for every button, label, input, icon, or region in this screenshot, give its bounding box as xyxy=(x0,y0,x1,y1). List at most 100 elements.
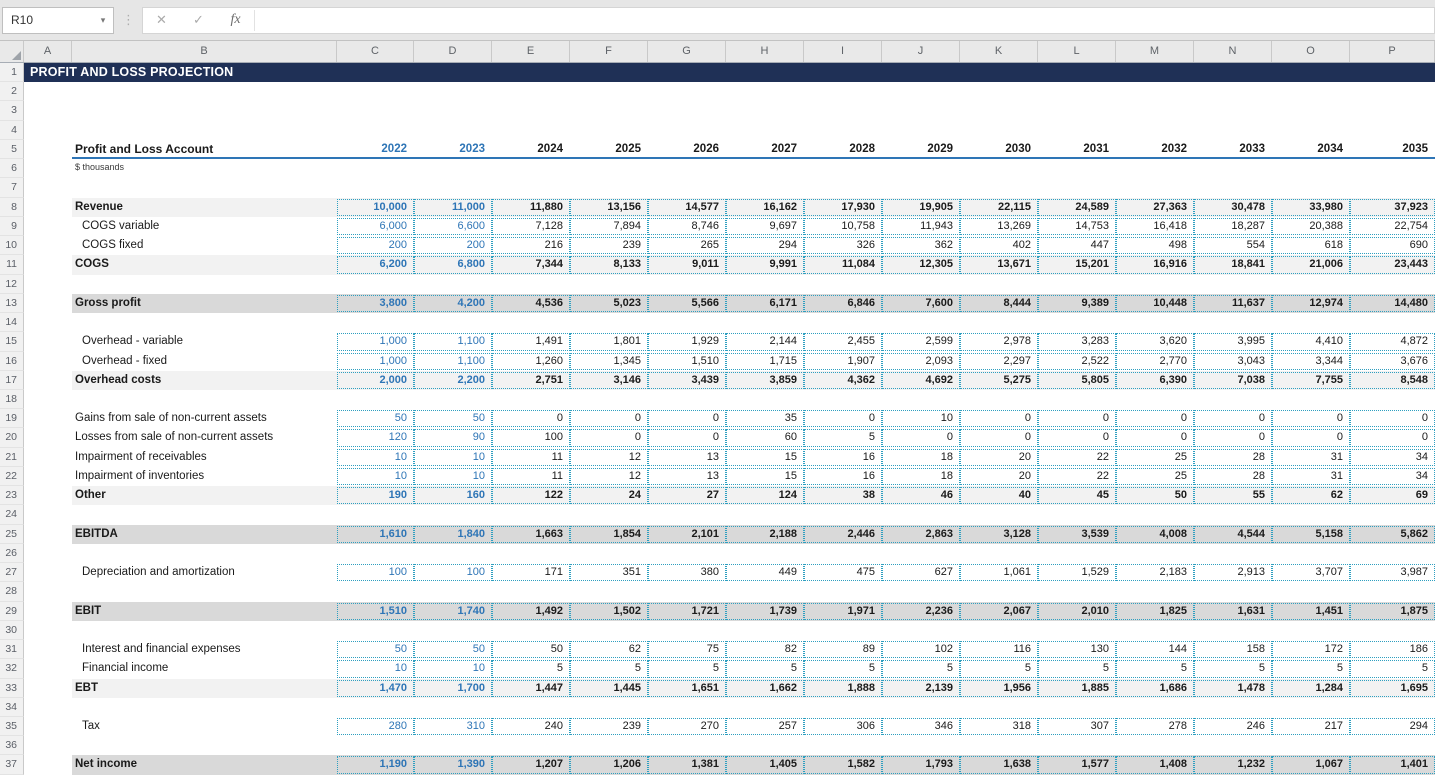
cell-E31[interactable]: 50 xyxy=(492,641,570,659)
cell-G9[interactable]: 8,746 xyxy=(648,217,726,236)
cell-M21[interactable]: 25 xyxy=(1116,448,1194,466)
cell-J8[interactable]: 19,905 xyxy=(882,198,960,216)
cell-P9[interactable]: 22,754 xyxy=(1350,217,1435,236)
row-header-31[interactable]: 31 xyxy=(0,640,24,660)
cell-D17[interactable]: 2,200 xyxy=(414,371,492,389)
cell-E33[interactable]: 1,447 xyxy=(492,679,570,697)
cell-L22[interactable]: 22 xyxy=(1038,467,1116,486)
cell-L16[interactable]: 2,522 xyxy=(1038,352,1116,370)
column-header-O[interactable]: O xyxy=(1272,41,1350,62)
cell-G13[interactable]: 5,566 xyxy=(648,294,726,313)
cell-F13[interactable]: 5,023 xyxy=(570,294,648,313)
cell-O22[interactable]: 31 xyxy=(1272,467,1350,486)
cell-G25[interactable]: 2,101 xyxy=(648,525,726,543)
cell-E8[interactable]: 11,880 xyxy=(492,198,570,216)
cell-C5[interactable]: 2022 xyxy=(381,142,407,155)
row-label-net-income[interactable]: Net income xyxy=(75,758,137,771)
name-box-dropdown-icon[interactable]: ▾ xyxy=(100,14,106,25)
cell-I35[interactable]: 306 xyxy=(804,717,882,736)
cell-M22[interactable]: 25 xyxy=(1116,467,1194,486)
enter-icon[interactable]: ✓ xyxy=(193,12,204,27)
row-header-28[interactable]: 28 xyxy=(0,582,24,602)
cell-A35[interactable] xyxy=(24,717,72,736)
cell-P27[interactable]: 3,987 xyxy=(1350,564,1435,582)
cell-H10[interactable]: 294 xyxy=(726,237,804,255)
cell-G23[interactable]: 27 xyxy=(648,487,726,505)
cell-J9[interactable]: 11,943 xyxy=(882,217,960,236)
cell-H8[interactable]: 16,162 xyxy=(726,198,804,216)
cell-O27[interactable]: 3,707 xyxy=(1272,564,1350,582)
cell-E32[interactable]: 5 xyxy=(492,660,570,678)
cell-K25[interactable]: 3,128 xyxy=(960,525,1038,543)
cell-L8[interactable]: 24,589 xyxy=(1038,198,1116,216)
cell-G11[interactable]: 9,011 xyxy=(648,256,726,274)
row-label-impairment-of-receivables[interactable]: Impairment of receivables xyxy=(75,450,207,463)
cell-P37[interactable]: 1,401 xyxy=(1350,756,1435,774)
cell-H23[interactable]: 124 xyxy=(726,487,804,505)
row-header-24[interactable]: 24 xyxy=(0,505,24,525)
row-header-11[interactable]: 11 xyxy=(0,255,24,275)
cell-F20[interactable]: 0 xyxy=(570,429,648,447)
cell-E25[interactable]: 1,663 xyxy=(492,525,570,543)
cell-O21[interactable]: 31 xyxy=(1272,448,1350,466)
cell-K16[interactable]: 2,297 xyxy=(960,352,1038,370)
cell-N31[interactable]: 158 xyxy=(1194,641,1272,659)
cell-M32[interactable]: 5 xyxy=(1116,660,1194,678)
cell-H16[interactable]: 1,715 xyxy=(726,352,804,370)
cell-P16[interactable]: 3,676 xyxy=(1350,352,1435,370)
cell-K9[interactable]: 13,269 xyxy=(960,217,1038,236)
cell-L19[interactable]: 0 xyxy=(1038,410,1116,428)
cell-O11[interactable]: 21,006 xyxy=(1272,256,1350,274)
cell-M23[interactable]: 50 xyxy=(1116,487,1194,505)
cell-M10[interactable]: 498 xyxy=(1116,237,1194,255)
cell-H35[interactable]: 257 xyxy=(726,717,804,736)
cell-F31[interactable]: 62 xyxy=(570,641,648,659)
cell-F21[interactable]: 12 xyxy=(570,448,648,466)
cell-K37[interactable]: 1,638 xyxy=(960,756,1038,774)
cell-K23[interactable]: 40 xyxy=(960,487,1038,505)
cell-M19[interactable]: 0 xyxy=(1116,410,1194,428)
cell-D25[interactable]: 1,840 xyxy=(414,525,492,543)
cell-O15[interactable]: 4,410 xyxy=(1272,333,1350,351)
cell-C29[interactable]: 1,510 xyxy=(337,602,414,620)
cell-H37[interactable]: 1,405 xyxy=(726,756,804,774)
cell-D37[interactable]: 1,390 xyxy=(414,756,492,774)
cell-A23[interactable] xyxy=(24,486,72,505)
cell-J17[interactable]: 4,692 xyxy=(882,371,960,389)
cell-C21[interactable]: 10 xyxy=(337,448,414,466)
cell-A5[interactable] xyxy=(24,140,72,159)
cell-G32[interactable]: 5 xyxy=(648,660,726,678)
cell-F11[interactable]: 8,133 xyxy=(570,256,648,274)
cell-C22[interactable]: 10 xyxy=(337,467,414,486)
cell-F10[interactable]: 239 xyxy=(570,237,648,255)
cell-L10[interactable]: 447 xyxy=(1038,237,1116,255)
cell-H22[interactable]: 15 xyxy=(726,467,804,486)
cell-C20[interactable]: 120 xyxy=(337,429,414,447)
cell-A25[interactable] xyxy=(24,525,72,544)
cell-J10[interactable]: 362 xyxy=(882,237,960,255)
cell-N5[interactable]: 2033 xyxy=(1239,142,1265,155)
cell-L23[interactable]: 45 xyxy=(1038,487,1116,505)
cell-C16[interactable]: 1,000 xyxy=(337,352,414,370)
cell-H17[interactable]: 3,859 xyxy=(726,371,804,389)
cell-F17[interactable]: 3,146 xyxy=(570,371,648,389)
row-header-23[interactable]: 23 xyxy=(0,486,24,506)
sheet-title-cell[interactable]: PROFIT AND LOSS PROJECTION xyxy=(24,63,1435,83)
column-header-K[interactable]: K xyxy=(960,41,1038,62)
cell-N29[interactable]: 1,631 xyxy=(1194,602,1272,620)
cell-G17[interactable]: 3,439 xyxy=(648,371,726,389)
row-header-1[interactable]: 1 xyxy=(0,63,24,83)
cell-J27[interactable]: 627 xyxy=(882,564,960,582)
cell-N23[interactable]: 55 xyxy=(1194,487,1272,505)
cell-P17[interactable]: 8,548 xyxy=(1350,371,1435,389)
row-header-14[interactable]: 14 xyxy=(0,313,24,333)
cell-K20[interactable]: 0 xyxy=(960,429,1038,447)
row-label-revenue[interactable]: Revenue xyxy=(75,200,123,213)
cell-N32[interactable]: 5 xyxy=(1194,660,1272,678)
cell-I32[interactable]: 5 xyxy=(804,660,882,678)
cell-M31[interactable]: 144 xyxy=(1116,641,1194,659)
column-header-I[interactable]: I xyxy=(804,41,882,62)
cell-E20[interactable]: 100 xyxy=(492,429,570,447)
cell-C8[interactable]: 10,000 xyxy=(337,198,414,216)
cell-K27[interactable]: 1,061 xyxy=(960,564,1038,582)
